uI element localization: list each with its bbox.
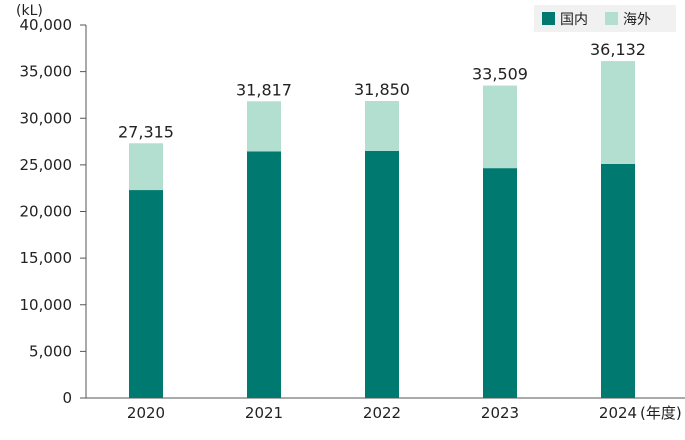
y-tick-label: 25,000 xyxy=(20,156,73,174)
bar-segment-overseas xyxy=(601,61,635,164)
bar-segment-domestic xyxy=(601,163,635,398)
bar-segment-overseas xyxy=(247,101,281,152)
y-tick-label: 20,000 xyxy=(20,203,73,221)
y-tick-label: 10,000 xyxy=(20,296,73,314)
legend-label-domestic: 国内 xyxy=(560,12,588,28)
total-value-label: 27,315 xyxy=(118,122,174,141)
y-tick-label: 35,000 xyxy=(20,63,73,81)
legend-swatch-overseas xyxy=(605,12,618,25)
y-axis: 0 5,000 10,000 15,000 20,000 25,000 30,000 35,0… xyxy=(20,16,87,407)
x-tick-label: 2020 xyxy=(127,404,165,422)
total-labels: 27,315 31,817 31,850 33,509 36,132 xyxy=(118,40,646,141)
y-tick-label: 5,000 xyxy=(29,342,72,360)
total-value-label: 33,509 xyxy=(472,65,528,84)
bar-segment-overseas xyxy=(365,100,399,151)
bar-segment-overseas xyxy=(483,85,517,169)
bar-segment-domestic xyxy=(365,150,399,398)
legend-label-overseas: 海外 xyxy=(623,12,651,28)
x-tick-label: 2024 xyxy=(599,404,637,422)
total-value-label: 31,817 xyxy=(236,80,292,99)
bar-series xyxy=(129,61,635,398)
x-axis: 2020 2021 2022 2023 2024 xyxy=(86,397,685,422)
x-tick-label: 2023 xyxy=(481,404,519,422)
y-tick-label: 40,000 xyxy=(20,16,73,34)
bar-segment-overseas xyxy=(129,143,163,191)
x-tick-label: 2022 xyxy=(363,404,401,422)
y-axis-unit-label: (kL) xyxy=(16,3,43,19)
legend-swatch-domestic xyxy=(542,12,555,25)
y-tick-label: 15,000 xyxy=(20,249,73,267)
bar-segment-domestic xyxy=(247,151,281,398)
bar-segment-domestic xyxy=(483,168,517,398)
y-tick-label: 0 xyxy=(62,389,72,407)
bar-segment-domestic xyxy=(129,190,163,398)
y-tick-label: 30,000 xyxy=(20,109,73,127)
total-value-label: 31,850 xyxy=(354,80,410,99)
x-tick-label: 2021 xyxy=(245,404,283,422)
total-value-label: 36,132 xyxy=(590,40,646,59)
x-axis-unit-label: (年度) xyxy=(640,404,682,422)
